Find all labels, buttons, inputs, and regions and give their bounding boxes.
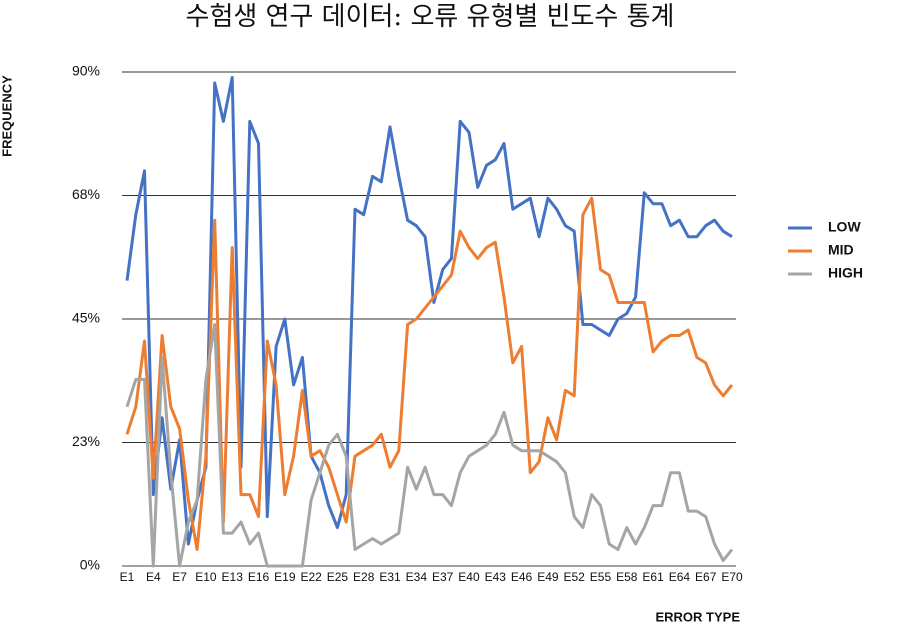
y-tick-label: 23%	[72, 433, 100, 449]
x-tick-label: E34	[406, 570, 428, 584]
x-tick-label: E70	[721, 570, 743, 584]
x-tick-label: E67	[695, 570, 717, 584]
x-tick-label: E16	[248, 570, 270, 584]
series-line	[125, 196, 734, 551]
x-tick-label: E61	[642, 570, 664, 584]
legend-label: HIGH	[828, 265, 863, 281]
y-tick-label: 68%	[72, 186, 100, 202]
legend-label: LOW	[828, 219, 861, 235]
x-axis-label: ERROR TYPE	[655, 609, 740, 624]
x-tick-label: E64	[669, 570, 691, 584]
x-tick-label: E25	[327, 570, 349, 584]
series-line	[125, 323, 734, 568]
x-tick-label: E1	[120, 570, 135, 584]
x-tick-label: E49	[537, 570, 559, 584]
chart-title: 수험생 연구 데이터: 오류 유형별 빈도수 통계	[186, 2, 675, 32]
x-tick-label: E43	[485, 570, 507, 584]
x-tick-label: E22	[300, 570, 322, 584]
legend-label: MID	[828, 242, 854, 258]
x-tick-label: E58	[616, 570, 638, 584]
x-tick-label: E55	[590, 570, 612, 584]
y-tick-label: 0%	[80, 557, 100, 573]
y-axis-label: FREQUENCY	[0, 75, 14, 157]
x-tick-label: E40	[458, 570, 480, 584]
x-tick-label: E28	[353, 570, 375, 584]
x-tick-label: E31	[379, 570, 401, 584]
x-tick-label: E19	[274, 570, 296, 584]
x-tick-label: E46	[511, 570, 533, 584]
y-tick-label: 90%	[72, 63, 100, 79]
x-tick-label: E13	[222, 570, 244, 584]
y-tick-label: 45%	[72, 310, 100, 326]
series-line	[125, 76, 733, 546]
x-tick-label: E10	[195, 570, 217, 584]
x-tick-label: E7	[172, 570, 187, 584]
x-tick-label: E4	[146, 570, 161, 584]
x-tick-label: E52	[563, 570, 585, 584]
x-tick-label: E37	[432, 570, 454, 584]
